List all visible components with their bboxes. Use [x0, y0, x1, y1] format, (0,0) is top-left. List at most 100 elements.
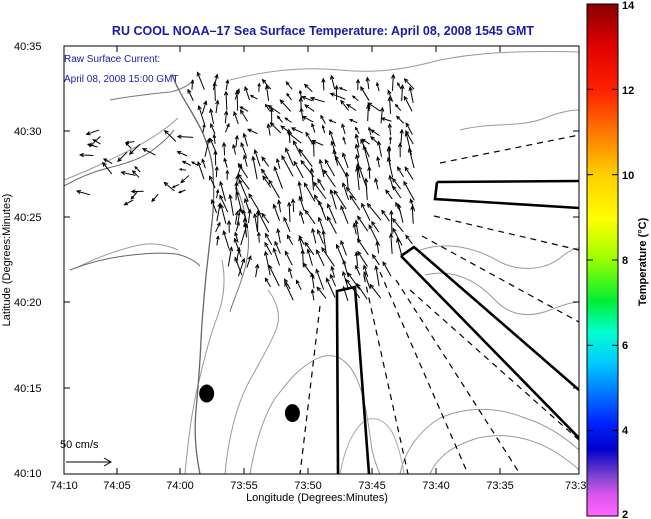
current-vector — [75, 189, 91, 196]
current-vector — [348, 118, 358, 124]
current-vector — [342, 136, 346, 145]
current-vector — [375, 81, 380, 92]
current-vector — [222, 229, 230, 249]
current-vector — [334, 84, 339, 101]
x-tick-label: 73:50 — [294, 480, 322, 492]
current-vector — [238, 178, 249, 202]
current-vector — [316, 286, 327, 299]
current-vector — [306, 248, 313, 266]
current-vector — [329, 189, 337, 210]
current-vector — [325, 277, 336, 298]
current-vector — [356, 282, 368, 300]
y-axis-label: Latitude (Degrees:Minutes) — [1, 194, 13, 327]
current-vector — [283, 216, 291, 232]
x-tick-label: 73:35 — [486, 480, 514, 492]
current-vector — [191, 161, 199, 167]
current-vector — [288, 267, 293, 279]
current-vector — [382, 261, 392, 277]
current-vector — [363, 264, 369, 278]
current-vector — [276, 158, 281, 169]
current-vector — [234, 210, 240, 225]
current-vector — [276, 115, 283, 123]
current-vector — [125, 142, 132, 149]
current-vector — [264, 103, 270, 112]
current-vector — [197, 104, 205, 125]
current-vector — [234, 256, 243, 276]
current-vector — [286, 92, 292, 101]
current-vector — [391, 217, 404, 233]
current-vector — [363, 177, 369, 200]
current-vector — [403, 95, 413, 112]
current-vector — [404, 131, 412, 155]
current-vector — [130, 189, 144, 194]
current-vector — [212, 73, 219, 91]
current-vector — [375, 240, 380, 254]
contour-line — [429, 435, 579, 474]
current-vector — [285, 81, 293, 90]
current-vector — [257, 82, 261, 92]
current-vector — [403, 78, 415, 90]
current-vector — [371, 253, 380, 266]
current-vector — [262, 175, 272, 188]
current-vector — [221, 141, 227, 156]
current-vector — [381, 209, 390, 222]
current-vector — [201, 100, 208, 115]
x-tick-label: 74:10 — [50, 480, 78, 492]
current-vector — [355, 153, 360, 167]
current-vector — [85, 129, 100, 136]
current-vector — [370, 129, 380, 137]
coastline — [171, 73, 215, 474]
current-vector — [212, 133, 217, 145]
current-vector — [397, 203, 404, 223]
current-vector — [244, 85, 250, 101]
colorbar-tick-label: 12 — [622, 85, 634, 97]
current-vector — [141, 148, 156, 156]
dashed-boundary — [433, 215, 579, 251]
current-vector — [386, 156, 394, 178]
current-vector — [309, 96, 325, 103]
current-vector — [102, 161, 113, 175]
current-vector — [327, 203, 337, 224]
current-vector — [171, 183, 180, 188]
dashed-boundary — [395, 279, 521, 474]
current-vector — [387, 96, 392, 114]
current-vector — [78, 152, 94, 158]
current-vector — [86, 143, 98, 148]
contour-line — [224, 289, 279, 474]
current-vector — [123, 199, 134, 206]
current-vector — [354, 251, 359, 267]
current-vector — [305, 131, 313, 145]
current-vector — [330, 265, 336, 278]
current-vector — [180, 175, 190, 184]
current-vector — [366, 104, 371, 122]
current-vector — [385, 189, 393, 200]
map-content — [64, 50, 579, 474]
current-vector — [345, 186, 357, 201]
current-vector — [299, 107, 304, 122]
current-vector — [376, 140, 382, 157]
annotation-line-1: Raw Surface Current: — [64, 54, 160, 65]
current-vector — [329, 92, 346, 100]
current-vector — [232, 143, 237, 155]
scale-label: 50 cm/s — [60, 439, 99, 451]
colorbar-label: Temperature (°C) — [637, 217, 649, 306]
y-tick-label: 40:15 — [14, 383, 42, 395]
current-vector — [293, 160, 304, 179]
current-vector — [367, 102, 381, 112]
current-vector — [338, 87, 347, 92]
current-vector — [256, 231, 261, 243]
current-vector — [290, 198, 296, 213]
current-vector — [354, 133, 360, 147]
current-vector — [279, 99, 292, 112]
current-vector — [357, 250, 368, 267]
current-vector — [233, 110, 239, 125]
current-vector — [318, 200, 327, 221]
current-vector — [301, 95, 313, 102]
current-vector — [304, 209, 316, 225]
current-vector — [215, 221, 221, 233]
dashed-boundary — [363, 275, 409, 474]
current-vector — [371, 220, 380, 233]
current-vector — [321, 77, 326, 91]
contour-line — [64, 117, 179, 181]
current-vector — [388, 136, 392, 145]
